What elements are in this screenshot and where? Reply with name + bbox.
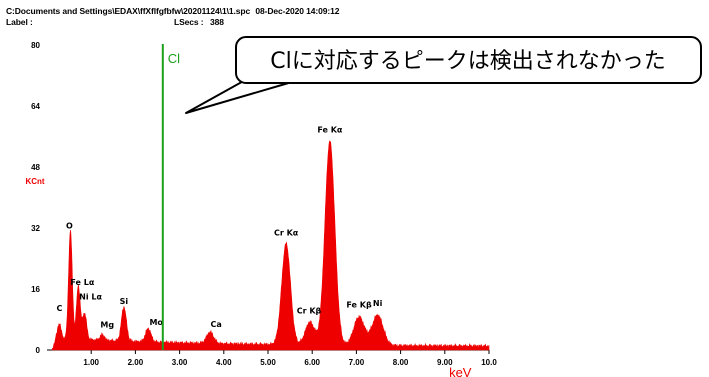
callout: Clに対応するピークは検出されなかった (185, 36, 702, 114)
callout-text: Clに対応するピークは検出されなかった (270, 49, 665, 74)
peak-label: Mo (149, 318, 163, 327)
lsec-value: 388 (210, 17, 224, 27)
lsec-key: LSecs : (174, 17, 204, 27)
peak-label: Mg (100, 321, 114, 330)
file-date: 08-Dec-2020 14:09:12 (255, 6, 340, 16)
x-tick-label: 6.00 (304, 358, 320, 367)
peak-label: Ni (373, 299, 383, 308)
peak-label: Ca (210, 320, 221, 329)
file-path-line: C:Documents and Settings\EDAX\ffXflfgfbf… (6, 6, 339, 16)
peak-label: Fe Kα (317, 125, 343, 134)
x-tick-label: 2.00 (128, 358, 144, 367)
cl-marker-label: Cl (168, 51, 180, 66)
x-tick-label: 4.00 (216, 358, 232, 367)
y-tick-label: 80 (31, 41, 40, 50)
x-tick-label: 10.0 (481, 358, 497, 367)
spectrum-area (51, 139, 490, 351)
peak-label: Fe Kβ (346, 301, 372, 310)
peak-label: Si (120, 297, 129, 306)
peak-label: C (56, 304, 62, 313)
file-path: C:Documents and Settings\EDAX\ffXflfgfbf… (6, 6, 251, 16)
y-tick-label: 0 (36, 346, 41, 355)
x-tick-label: 1.00 (83, 358, 99, 367)
peak-label: Ni Lα (79, 293, 102, 302)
x-axis-label: keV (449, 365, 472, 377)
x-tick-label: 3.00 (172, 358, 188, 367)
callout-joint (256, 75, 294, 82)
y-tick-label: 32 (31, 224, 40, 233)
peak-labels: C O Fe Lα Ni Lα Mg Si Mo Ca Cr Kα Cr Kβ Fe Kα Fe Kβ… (56, 125, 382, 329)
y-tick-label: 16 (31, 285, 40, 294)
peak-label: Cr Kα (274, 228, 299, 237)
x-tick-label: 5.00 (260, 358, 276, 367)
x-tick-label: 7.00 (349, 358, 365, 367)
callout-box (235, 36, 702, 84)
peak-label: Cr Kβ (297, 306, 322, 315)
y-tick-label: 48 (31, 163, 40, 172)
y-axis: 0 16 32 48 64 80 KCnt (25, 41, 44, 355)
y-tick-label: 64 (31, 102, 40, 111)
spectrum-series (51, 139, 490, 351)
x-tick-label: 9.00 (437, 358, 453, 367)
cl-marker: Cl (161, 44, 180, 350)
label-key: Label : (6, 17, 33, 27)
label-line: Label : LSecs : 388 (6, 17, 224, 27)
peak-label: O (66, 222, 73, 231)
peak-label: Fe Lα (70, 278, 94, 287)
x-tick-label: 8.00 (393, 358, 409, 367)
y-axis-label: KCnt (25, 177, 44, 186)
x-axis: 1.00 2.00 3.00 4.00 5.00 6.00 7.00 8.00 9.00 10.0… (47, 349, 497, 377)
